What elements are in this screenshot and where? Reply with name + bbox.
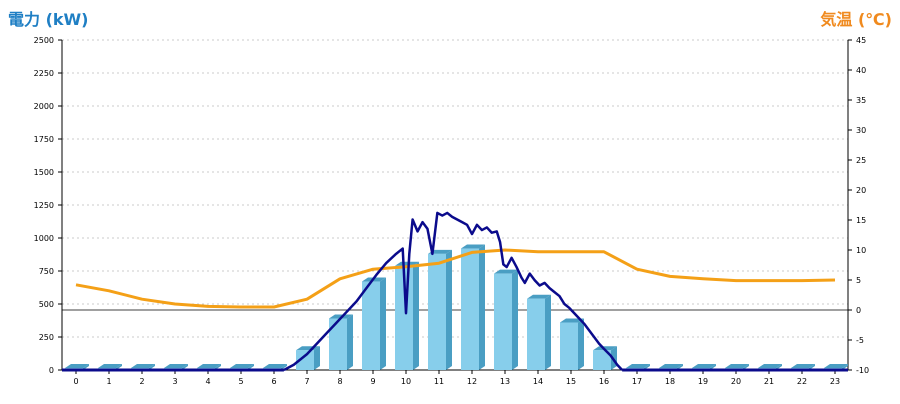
- bar-side: [413, 261, 419, 370]
- right-tick-label: 15: [856, 216, 866, 225]
- bar-face: [362, 281, 380, 370]
- bar-side: [314, 346, 320, 370]
- bar-side: [578, 318, 584, 370]
- x-tick-label: 2: [139, 377, 144, 386]
- bar-face: [560, 322, 578, 370]
- left-tick-label: 500: [39, 300, 54, 309]
- right-tick-label: 35: [856, 96, 866, 105]
- bar-10: [395, 261, 419, 370]
- x-tick-label: 23: [830, 377, 840, 386]
- x-tick-label: 15: [566, 377, 576, 386]
- bar-side: [479, 244, 485, 370]
- right-tick-label: 25: [856, 156, 866, 165]
- x-tick-label: 8: [337, 377, 342, 386]
- bar-top: [560, 318, 584, 323]
- bar-top: [263, 364, 287, 368]
- bar-side: [380, 277, 386, 370]
- x-tick-label: 7: [304, 377, 309, 386]
- bar-9: [362, 277, 386, 370]
- bar-face: [593, 350, 611, 370]
- bar-top: [461, 244, 485, 249]
- x-tick-label: 18: [665, 377, 675, 386]
- left-tick-label: 1750: [34, 135, 54, 144]
- left-tick-label: 1250: [34, 201, 54, 210]
- right-tick-label: -5: [856, 336, 864, 345]
- power-line: [283, 211, 624, 372]
- left-tick-label: 1000: [34, 234, 54, 243]
- x-tick-label: 22: [797, 377, 807, 386]
- right-tick-label: 40: [856, 66, 866, 75]
- right-tick-label: 5: [856, 276, 861, 285]
- x-tick-label: 10: [401, 377, 411, 386]
- bar-face: [329, 318, 347, 370]
- bar-side: [347, 314, 353, 370]
- bar-15: [560, 318, 584, 370]
- bar-top: [197, 364, 221, 368]
- x-tick-label: 6: [271, 377, 276, 386]
- bar-top: [824, 364, 848, 368]
- bar-top: [692, 364, 716, 368]
- right-tick-label: 30: [856, 126, 866, 135]
- bar-side: [545, 294, 551, 370]
- x-tick-label: 20: [731, 377, 741, 386]
- bar-side: [512, 269, 518, 370]
- bar-face: [527, 298, 545, 370]
- bar-8: [329, 314, 353, 370]
- x-tick-label: 0: [73, 377, 78, 386]
- bar-top: [527, 294, 551, 299]
- x-tick-label: 1: [106, 377, 111, 386]
- x-tick-label: 11: [434, 377, 444, 386]
- bar-top: [791, 364, 815, 368]
- right-axis-title: 気温 (℃): [820, 10, 892, 29]
- right-tick-label: 45: [856, 36, 866, 45]
- bar-12: [461, 244, 485, 370]
- bar-face: [494, 273, 512, 370]
- bar-face: [461, 248, 479, 370]
- bar-7: [296, 346, 320, 370]
- bar-top: [725, 364, 749, 368]
- x-tick-label: 17: [632, 377, 642, 386]
- left-tick-label: 1500: [34, 168, 54, 177]
- left-axis-title: 電力 (kW): [8, 10, 89, 29]
- x-tick-label: 16: [599, 377, 609, 386]
- temperature-line: [75, 248, 836, 309]
- right-tick-label: -10: [856, 366, 869, 375]
- bar-14: [527, 294, 551, 370]
- x-tick-label: 21: [764, 377, 774, 386]
- left-tick-label: 2000: [34, 102, 54, 111]
- left-tick-label: 750: [39, 267, 54, 276]
- bar-top: [98, 364, 122, 368]
- bar-13: [494, 269, 518, 370]
- left-tick-label: 250: [39, 333, 54, 342]
- bar-top: [494, 269, 518, 274]
- x-tick-label: 19: [698, 377, 708, 386]
- bar-top: [164, 364, 188, 368]
- x-tick-label: 13: [500, 377, 510, 386]
- bar-top: [230, 364, 254, 368]
- x-tick-label: 3: [172, 377, 177, 386]
- bar-face: [296, 350, 314, 370]
- left-tick-label: 2250: [34, 69, 54, 78]
- right-tick-label: 20: [856, 186, 866, 195]
- left-tick-label: 0: [49, 366, 54, 375]
- right-tick-label: 10: [856, 246, 866, 255]
- bar-top: [758, 364, 782, 368]
- x-tick-label: 12: [467, 377, 477, 386]
- bar-face: [395, 265, 413, 370]
- x-tick-label: 14: [533, 377, 543, 386]
- bar-top: [65, 364, 89, 368]
- x-tick-label: 5: [238, 377, 243, 386]
- bar-top: [659, 364, 683, 368]
- x-tick-label: 4: [205, 377, 210, 386]
- bar-top: [131, 364, 155, 368]
- bar-face: [428, 253, 446, 370]
- bar-side: [446, 249, 452, 370]
- bar-11: [428, 249, 452, 370]
- left-tick-label: 2500: [34, 36, 54, 45]
- right-tick-label: 0: [856, 306, 861, 315]
- bar-top: [626, 364, 650, 368]
- x-tick-label: 9: [370, 377, 375, 386]
